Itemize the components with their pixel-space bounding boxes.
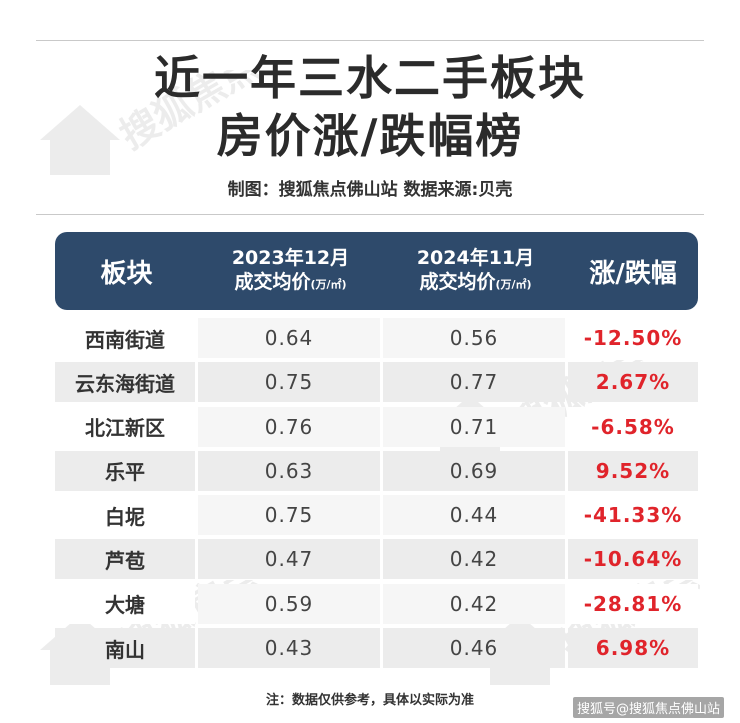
price-2023: 0.59 — [198, 583, 380, 624]
price-2024: 0.42 — [383, 583, 565, 624]
district-name: 白坭 — [55, 495, 195, 536]
price-change: -12.50% — [568, 318, 698, 358]
page-title-line1: 近一年三水二手板块 — [154, 51, 586, 105]
price-change: 6.98% — [568, 628, 698, 669]
table-body: 西南街道 0.64 0.56 -12.50% 云东海街道 0.75 0.77 2… — [55, 318, 698, 669]
district-name: 乐平 — [55, 450, 195, 491]
price-change: -41.33% — [568, 495, 698, 536]
price-change: -10.64% — [568, 539, 698, 580]
header-price-2024-label: 成交均价(万/㎡) — [383, 270, 568, 297]
price-2023: 0.43 — [198, 628, 380, 669]
header-price-2024-unit: (万/㎡) — [495, 277, 532, 291]
price-2024: 0.44 — [383, 495, 565, 536]
district-name: 云东海街道 — [55, 362, 195, 403]
header-price-2024-date: 2024年11月 — [416, 246, 535, 269]
top-divider — [36, 40, 704, 41]
header-price-2023: 2023年12月 成交均价(万/㎡) — [198, 246, 383, 297]
price-table: 板块 2023年12月 成交均价(万/㎡) 2024年11月 成交均价(万/㎡)… — [55, 232, 698, 672]
price-change: -6.58% — [568, 406, 698, 447]
table-row: 大塘 0.59 0.42 -28.81% — [55, 583, 698, 624]
disclaimer-note: 注：数据仅供参考，具体以实际为准 — [265, 693, 474, 708]
price-2023: 0.47 — [198, 539, 380, 580]
table-header: 板块 2023年12月 成交均价(万/㎡) 2024年11月 成交均价(万/㎡)… — [55, 232, 698, 310]
table-row: 白坭 0.75 0.44 -41.33% — [55, 495, 698, 536]
table-row: 西南街道 0.64 0.56 -12.50% — [55, 318, 698, 358]
price-2024: 0.46 — [383, 628, 565, 669]
district-name: 芦苞 — [55, 539, 195, 580]
price-2024: 0.77 — [383, 362, 565, 403]
table-row: 芦苞 0.47 0.42 -10.64% — [55, 539, 698, 580]
page-title-line2: 房价涨/跌幅榜 — [216, 109, 524, 163]
district-name: 南山 — [55, 628, 195, 669]
price-2023: 0.75 — [198, 362, 380, 403]
district-name: 北江新区 — [55, 406, 195, 447]
price-2023: 0.64 — [198, 318, 380, 358]
mid-divider — [36, 214, 704, 215]
price-2024: 0.56 — [383, 318, 565, 358]
price-2023: 0.75 — [198, 495, 380, 536]
price-2023: 0.76 — [198, 406, 380, 447]
header-price-2024: 2024年11月 成交均价(万/㎡) — [383, 246, 568, 297]
header-district: 板块 — [100, 258, 153, 289]
table-row: 南山 0.43 0.46 6.98% — [55, 628, 698, 669]
header-price-2023-date: 2023年12月 — [231, 246, 350, 269]
price-2024: 0.69 — [383, 450, 565, 491]
district-name: 大塘 — [55, 583, 195, 624]
price-change: -28.81% — [568, 583, 698, 624]
header-price-2023-label: 成交均价(万/㎡) — [198, 270, 383, 297]
header-price-2024-text: 成交均价 — [419, 270, 496, 293]
price-change: 9.52% — [568, 450, 698, 491]
credit-line: 制图：搜狐焦点佛山站 数据来源:贝壳 — [227, 180, 513, 200]
price-2023: 0.63 — [198, 450, 380, 491]
header-price-2023-text: 成交均价 — [234, 270, 311, 293]
table-row: 云东海街道 0.75 0.77 2.67% — [55, 362, 698, 403]
price-2024: 0.71 — [383, 406, 565, 447]
district-name: 西南街道 — [55, 318, 195, 358]
price-change: 2.67% — [568, 362, 698, 403]
table-row: 北江新区 0.76 0.71 -6.58% — [55, 406, 698, 447]
source-watermark-label: 搜狐号@搜狐焦点佛山站 — [572, 697, 724, 718]
header-price-2023-unit: (万/㎡) — [310, 277, 347, 291]
price-2024: 0.42 — [383, 539, 565, 580]
header-change: 涨/跌幅 — [589, 258, 677, 289]
table-row: 乐平 0.63 0.69 9.52% — [55, 450, 698, 491]
